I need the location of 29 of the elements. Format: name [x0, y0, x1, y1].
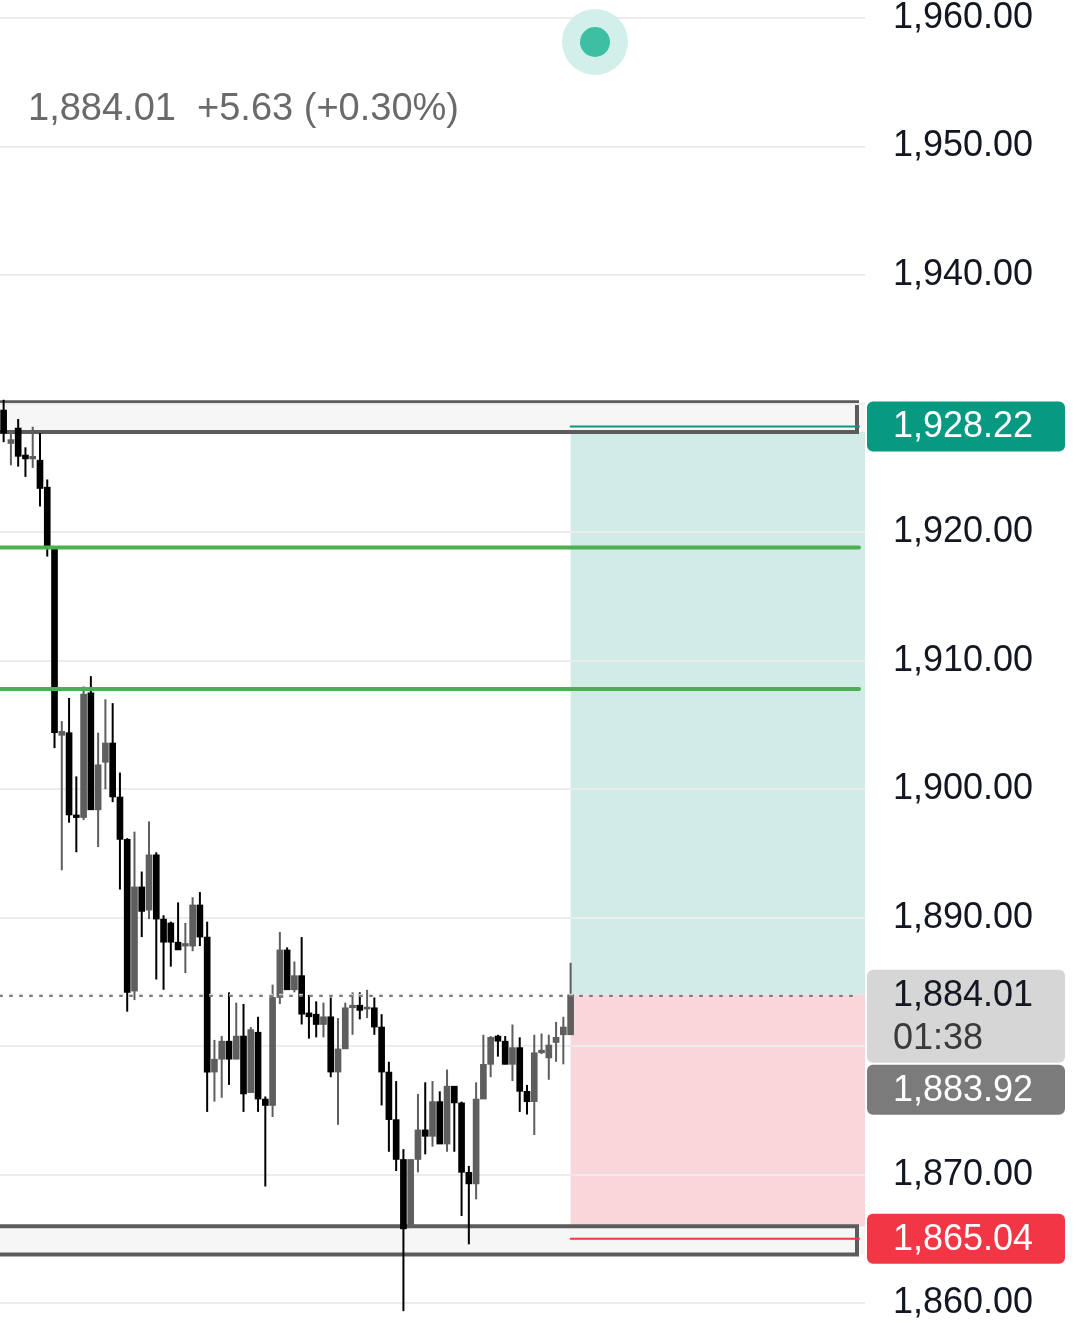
candlestick: [356, 991, 364, 1021]
candlestick: [371, 996, 378, 1036]
y-tick-label: 1,940.00: [893, 252, 1034, 294]
candlestick: [232, 1001, 240, 1061]
candlestick: [225, 991, 233, 1086]
candlestick: [291, 960, 298, 994]
candlestick: [58, 720, 66, 872]
y-tick-label: 1,860.00: [893, 1280, 1034, 1322]
candlestick: [72, 775, 80, 854]
text: 1,884.01 +5.63 (+0.30%): [28, 85, 459, 130]
candlestick: [509, 1023, 516, 1083]
y-tick-label: 1,960.00: [893, 0, 1034, 36]
y-tick-label: 1,870.00: [893, 1151, 1034, 1193]
candlestick: [261, 1095, 269, 1188]
candlestick: [421, 1081, 429, 1156]
ref-line-label: 1,865.04: [893, 1216, 1034, 1258]
ref-line-label: 1,884.01 01:38: [893, 972, 1034, 1057]
candlestick: [0, 398, 7, 444]
y-tick-label: 1,950.00: [893, 123, 1034, 165]
y-tick-label: 1,890.00: [893, 894, 1034, 936]
y-tick-label: 1,920.00: [893, 509, 1034, 551]
y-tick-label: 1,910.00: [893, 637, 1034, 679]
candlestick: [552, 1020, 560, 1063]
y-tick-label: 1,900.00: [893, 766, 1034, 808]
ref-line-label: 1,883.92: [893, 1067, 1034, 1109]
candlestick: [450, 1085, 458, 1153]
ref-line-label: 1,928.22: [893, 404, 1034, 446]
candlestick: [102, 698, 109, 791]
candlestick: [320, 1001, 327, 1039]
